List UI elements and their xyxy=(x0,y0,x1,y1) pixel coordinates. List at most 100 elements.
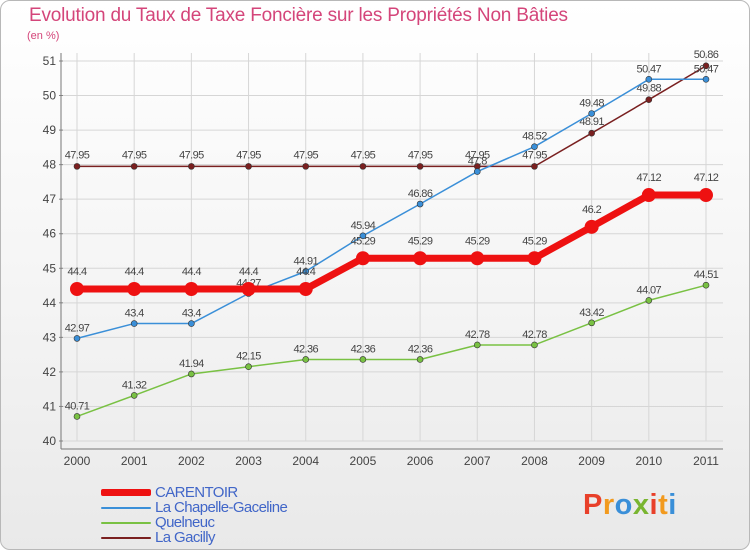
x-tick-label: 2000 xyxy=(64,454,91,468)
data-point-la-gacilly xyxy=(73,163,81,170)
logo-letter: t xyxy=(658,489,669,521)
data-label-la-gacilly: 50.86 xyxy=(694,49,719,61)
plot-area xyxy=(61,53,723,441)
x-tick-label: 2007 xyxy=(464,454,491,468)
data-point-la-gacilly xyxy=(130,163,138,170)
data-point-carentoir xyxy=(470,251,485,266)
data-label-carentoir: 44.4 xyxy=(67,266,86,278)
logo-letter: i xyxy=(649,489,659,521)
data-point-quelneuc xyxy=(702,281,710,289)
data-label-carentoir: 44.4 xyxy=(296,266,315,278)
chart-legend: CARENTOIR La Chapelle-Gaceline Quelneuc La … xyxy=(101,485,431,545)
data-point-la-chapelle-gaceline xyxy=(702,76,710,83)
y-tick-label: 43 xyxy=(43,330,57,344)
data-label-carentoir: 45.29 xyxy=(351,235,376,247)
data-label-la-chapelle-gaceline: 44.91 xyxy=(293,255,318,267)
y-tick-label: 42 xyxy=(43,365,57,379)
y-tick-label: 49 xyxy=(43,123,57,137)
x-tick-label: 2011 xyxy=(693,454,719,468)
data-point-la-gacilly xyxy=(416,163,424,170)
data-point-quelneuc xyxy=(359,356,367,363)
data-label-la-gacilly: 47.95 xyxy=(522,149,547,161)
data-label-carentoir: 44.4 xyxy=(239,266,258,278)
legend-label: CARENTOIR xyxy=(155,484,238,501)
data-point-quelneuc xyxy=(588,319,595,327)
data-label-quelneuc: 41.94 xyxy=(179,358,204,370)
data-point-quelneuc xyxy=(302,356,310,363)
data-point-carentoir xyxy=(184,282,199,296)
data-label-quelneuc: 44.07 xyxy=(637,284,662,296)
data-label-la-chapelle-gaceline: 50.47 xyxy=(694,63,719,75)
data-point-quelneuc xyxy=(73,413,81,420)
data-label-quelneuc: 42.78 xyxy=(465,329,490,341)
y-tick-label: 48 xyxy=(43,158,57,172)
data-point-la-chapelle-gaceline xyxy=(130,320,138,327)
series-line-la-chapelle-gaceline xyxy=(76,78,706,340)
data-label-la-chapelle-gaceline: 49.48 xyxy=(579,98,604,110)
x-tick-label: 2006 xyxy=(407,454,434,468)
x-tick-label: 2004 xyxy=(292,454,319,468)
logo-letter: P xyxy=(583,489,603,521)
data-point-la-chapelle-gaceline xyxy=(188,320,195,327)
logo-letter: r xyxy=(602,489,615,521)
data-label-la-gacilly: 47.95 xyxy=(122,149,147,161)
data-label-carentoir: 44.4 xyxy=(182,266,201,278)
data-label-carentoir: 45.29 xyxy=(408,235,433,247)
data-point-carentoir xyxy=(298,282,313,296)
legend-swatch xyxy=(101,507,151,509)
data-point-la-gacilly xyxy=(302,163,310,170)
data-label-la-chapelle-gaceline: 48.52 xyxy=(522,131,547,143)
data-label-quelneuc: 42.36 xyxy=(351,343,376,355)
data-point-la-chapelle-gaceline xyxy=(645,76,653,83)
data-point-la-gacilly xyxy=(245,163,252,170)
data-label-la-chapelle-gaceline: 50.47 xyxy=(637,63,662,75)
y-tick-label: 51 xyxy=(43,54,57,68)
legend-item: La Chapelle-Gaceline xyxy=(101,500,431,515)
x-tick-label: 2005 xyxy=(350,454,377,468)
data-label-la-gacilly: 47.95 xyxy=(179,149,204,161)
legend-item: CARENTOIR xyxy=(101,485,431,500)
data-point-carentoir xyxy=(127,282,142,296)
x-tick-label: 2002 xyxy=(178,454,205,468)
logo-letter: i xyxy=(668,489,677,521)
legend-label: La Gacilly xyxy=(155,529,215,546)
data-point-la-gacilly xyxy=(531,163,538,170)
x-tick-label: 2009 xyxy=(578,454,605,468)
chart-title: Evolution du Taux de Taxe Foncière sur l… xyxy=(29,5,568,26)
data-point-la-gacilly xyxy=(645,96,653,103)
data-label-carentoir: 47.12 xyxy=(637,172,662,184)
x-tick-label: 2001 xyxy=(121,454,148,468)
data-label-quelneuc: 42.15 xyxy=(236,351,261,363)
data-label-la-chapelle-gaceline: 43.4 xyxy=(182,308,201,320)
data-label-quelneuc: 42.78 xyxy=(522,329,547,341)
data-label-la-gacilly: 48.91 xyxy=(579,116,604,128)
data-point-carentoir xyxy=(355,251,370,266)
data-point-la-chapelle-gaceline xyxy=(473,168,481,175)
data-point-quelneuc xyxy=(245,363,252,371)
y-tick-label: 41 xyxy=(43,399,57,413)
data-point-la-chapelle-gaceline xyxy=(588,110,595,117)
x-tick-label: 2010 xyxy=(635,454,662,468)
legend-item: La Gacilly xyxy=(101,530,431,545)
data-label-quelneuc: 43.42 xyxy=(579,307,604,319)
data-point-carentoir xyxy=(241,282,256,296)
y-tick-label: 46 xyxy=(43,227,57,241)
legend-label: Quelneuc xyxy=(155,514,215,531)
data-label-quelneuc: 44.51 xyxy=(694,269,719,281)
legend-label: La Chapelle-Gaceline xyxy=(155,499,288,516)
data-point-carentoir xyxy=(527,251,542,266)
data-point-carentoir xyxy=(413,251,428,266)
proxiti-logo: Proxiti xyxy=(583,489,677,522)
data-label-la-chapelle-gaceline: 43.4 xyxy=(125,308,144,320)
chart-unit-label: (en %) xyxy=(27,30,60,42)
y-tick-label: 44 xyxy=(43,296,57,310)
legend-swatch xyxy=(101,522,151,524)
data-point-quelneuc xyxy=(130,392,138,399)
data-label-la-chapelle-gaceline: 42.97 xyxy=(65,322,90,334)
data-point-quelneuc xyxy=(645,297,653,304)
data-point-carentoir xyxy=(584,219,599,234)
y-tick-label: 45 xyxy=(43,261,57,275)
data-point-la-chapelle-gaceline xyxy=(531,143,538,150)
data-label-la-chapelle-gaceline: 45.94 xyxy=(351,220,376,232)
